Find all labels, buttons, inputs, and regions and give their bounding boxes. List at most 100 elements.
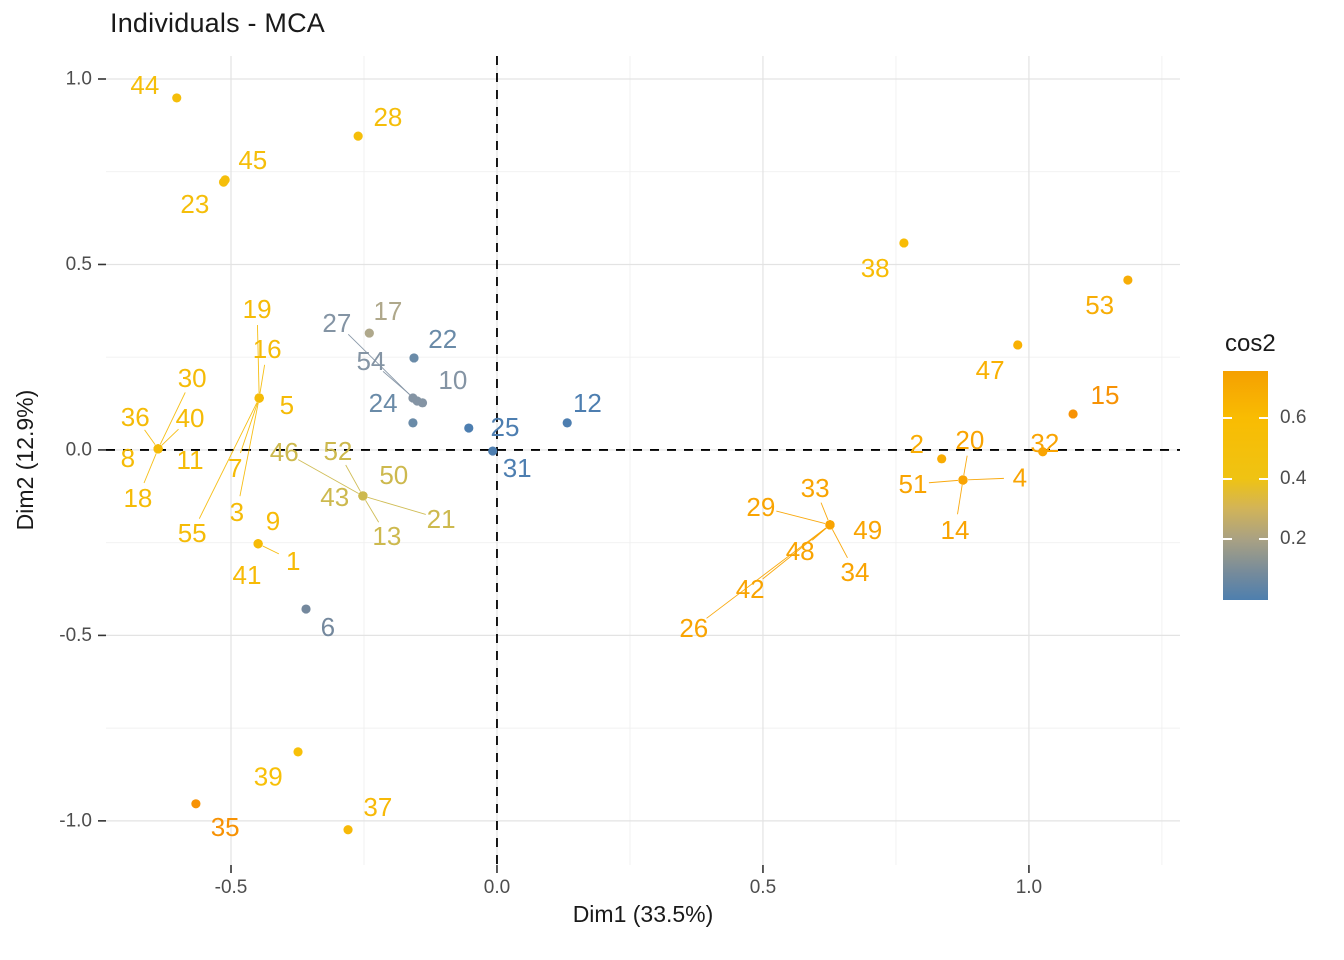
data-point-52	[358, 491, 368, 501]
data-point-label-40: 40	[176, 403, 205, 433]
data-point-label-42: 42	[736, 574, 765, 604]
label-segment-3	[239, 402, 259, 497]
data-point-15	[1068, 409, 1078, 419]
data-point-25	[464, 423, 474, 433]
label-segment-18	[143, 453, 157, 484]
data-point-label-21: 21	[427, 504, 456, 534]
label-segment-20	[963, 455, 968, 476]
data-point-2	[937, 454, 947, 464]
data-point-47	[1013, 340, 1023, 350]
data-point-label-20: 20	[955, 425, 984, 455]
data-point-label-35: 35	[211, 812, 240, 842]
data-point-label-46: 46	[270, 437, 299, 467]
label-segment-14	[957, 484, 963, 515]
legend-tick-label: 0.6	[1280, 407, 1307, 428]
data-point-31	[488, 446, 498, 456]
data-point-label-27: 27	[322, 308, 351, 338]
label-segment-16	[259, 364, 266, 394]
data-point-label-52: 52	[323, 436, 352, 466]
data-point-label-26: 26	[679, 613, 708, 643]
data-point-32	[1038, 447, 1048, 457]
data-point-51	[958, 475, 968, 485]
label-segment-1	[262, 545, 280, 555]
data-point-label-1: 1	[286, 546, 300, 576]
data-point-label-41: 41	[233, 560, 262, 590]
data-point-17	[364, 328, 374, 338]
data-point-label-43: 43	[320, 482, 349, 512]
data-point-label-29: 29	[746, 492, 775, 522]
data-point-label-31: 31	[503, 453, 532, 483]
data-point-label-39: 39	[254, 762, 283, 792]
label-segment-54	[382, 371, 414, 399]
y-tick-label: -0.5	[59, 625, 92, 646]
data-point-label-25: 25	[490, 412, 519, 442]
y-axis-title: Dim2 (12.9%)	[12, 389, 38, 531]
legend-tick-mark-right	[1259, 477, 1268, 480]
x-tick-label: -0.5	[215, 877, 248, 898]
label-segment-51	[928, 479, 959, 484]
data-point-24	[408, 418, 418, 428]
label-segment-7	[240, 402, 259, 454]
label-segment-33	[820, 502, 829, 521]
data-point-label-8: 8	[121, 443, 135, 473]
data-point-label-33: 33	[801, 473, 830, 503]
label-segment-42	[762, 527, 827, 580]
y-tick-label: 0.5	[66, 254, 92, 275]
data-point-40	[153, 444, 163, 454]
data-point-55	[254, 393, 264, 403]
y-tick-label: 1.0	[66, 68, 92, 89]
legend-tick-mark-left	[1223, 538, 1232, 541]
data-point-label-22: 22	[428, 324, 457, 354]
legend-tick-mark-left	[1223, 417, 1232, 419]
label-segment-27	[347, 333, 410, 395]
data-point-53	[1123, 275, 1133, 285]
data-point-38	[899, 238, 909, 248]
data-point-label-7: 7	[228, 453, 242, 483]
y-tick-label: 0.0	[66, 439, 92, 460]
data-point-label-51: 51	[899, 469, 928, 499]
data-point-label-32: 32	[1030, 428, 1059, 458]
data-point-label-15: 15	[1091, 380, 1120, 410]
data-point-37	[343, 825, 353, 835]
data-point-label-28: 28	[373, 102, 402, 132]
data-point-label-48: 48	[786, 536, 815, 566]
data-point-28	[353, 131, 363, 141]
label-segment-55	[198, 402, 258, 519]
data-point-label-54: 54	[356, 346, 385, 376]
data-point-41	[253, 539, 263, 549]
data-point-35	[191, 799, 201, 809]
data-point-label-10: 10	[438, 365, 467, 395]
label-segment-30	[159, 392, 186, 445]
plot-title: Individuals - MCA	[110, 8, 325, 38]
x-tick-label: 0.5	[750, 877, 776, 898]
data-point-label-17: 17	[373, 296, 402, 326]
data-point-label-45: 45	[238, 145, 267, 175]
label-segment-52	[345, 464, 361, 492]
data-point-49	[825, 520, 835, 530]
data-point-label-47: 47	[976, 355, 1005, 385]
data-point-label-24: 24	[369, 388, 398, 418]
data-point-label-50: 50	[379, 460, 408, 490]
data-point-label-13: 13	[372, 521, 401, 551]
data-point-label-19: 19	[243, 294, 272, 324]
data-point-label-34: 34	[841, 557, 870, 587]
label-segment-13	[365, 499, 380, 523]
legend-tick-mark-right	[1259, 417, 1268, 419]
data-point-label-53: 53	[1085, 290, 1114, 320]
data-point-45	[220, 175, 230, 185]
data-point-6	[301, 604, 311, 614]
data-point-label-3: 3	[230, 497, 244, 527]
x-tick-label: 1.0	[1016, 877, 1042, 898]
data-point-label-38: 38	[861, 253, 890, 283]
data-point-22	[409, 353, 419, 363]
data-point-label-30: 30	[178, 363, 207, 393]
y-tick-label: -1.0	[59, 810, 92, 831]
label-segment-40	[161, 428, 179, 446]
label-segment-19	[257, 324, 260, 394]
data-point-label-11: 11	[177, 445, 204, 475]
data-point-label-37: 37	[363, 792, 392, 822]
data-point-label-6: 6	[321, 612, 335, 642]
data-point-label-2: 2	[909, 429, 923, 459]
